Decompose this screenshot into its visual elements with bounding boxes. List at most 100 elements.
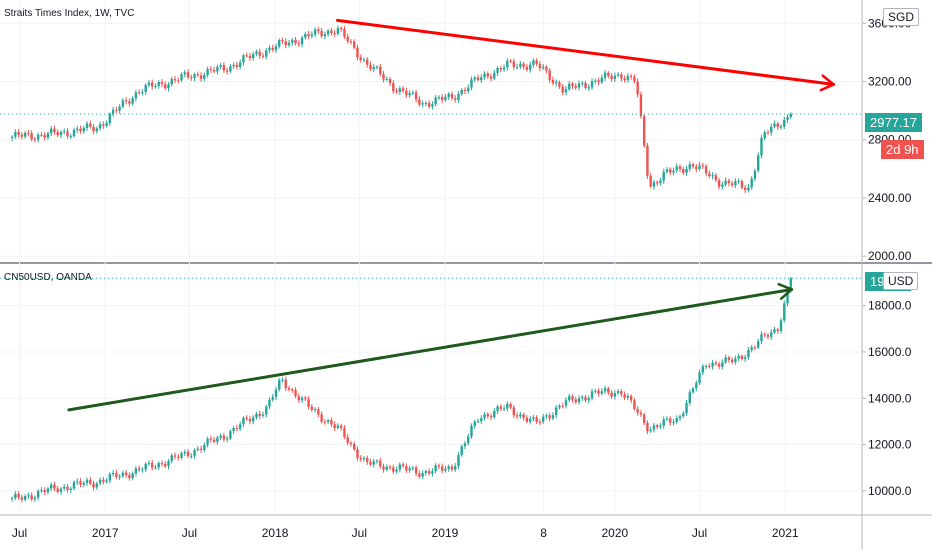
candle-body: [150, 462, 154, 468]
candle-body: [434, 465, 437, 472]
candle-body: [747, 349, 750, 358]
candle-body: [128, 101, 131, 104]
pane2-currency-badge[interactable]: USD: [883, 272, 919, 290]
candle-body: [154, 467, 157, 469]
candle-body: [434, 97, 437, 105]
candle-body: [304, 397, 307, 400]
candle-body: [92, 483, 95, 488]
candle-body: [704, 365, 708, 367]
candle-body: [766, 132, 770, 134]
candle-body: [209, 68, 213, 70]
candle-body: [398, 88, 402, 92]
candle-body: [27, 495, 30, 497]
candle-body: [238, 424, 242, 429]
candle-body: [274, 389, 278, 397]
candle-body: [401, 464, 405, 467]
candle-body: [538, 421, 542, 423]
candle-body: [274, 46, 278, 50]
candle-body: [167, 461, 170, 467]
candle-body: [629, 75, 633, 77]
candle-body: [255, 51, 258, 55]
candle-body: [372, 66, 375, 70]
candle-body: [574, 86, 577, 88]
candle-body: [356, 449, 359, 458]
candle-body: [493, 72, 496, 79]
candle-body: [770, 332, 773, 337]
candle-body: [740, 355, 744, 360]
candle-body: [128, 475, 131, 479]
candle-body: [682, 168, 685, 173]
candle-body: [724, 357, 727, 363]
candle-body: [636, 409, 639, 413]
candle-body: [76, 128, 79, 130]
candle-body: [27, 132, 30, 134]
candle-body: [431, 471, 434, 474]
candle-body: [414, 92, 418, 100]
candle-body: [281, 379, 284, 381]
candle-body: [271, 47, 274, 50]
candle-body: [284, 379, 287, 389]
candle-body: [76, 481, 79, 483]
candle-body: [783, 303, 786, 321]
candle-body: [53, 484, 56, 489]
candle-body: [408, 468, 411, 471]
candle-body: [23, 132, 27, 137]
candle-body: [499, 68, 503, 70]
candle-body: [711, 175, 714, 177]
candle-body: [98, 479, 102, 484]
candle-body: [597, 390, 600, 394]
candle-body: [427, 102, 431, 107]
candle-body: [786, 117, 789, 120]
candle-body: [730, 183, 734, 186]
candle-body: [186, 451, 190, 457]
candle-body: [581, 396, 584, 399]
candle-body: [212, 69, 216, 72]
candle-body: [170, 455, 173, 462]
candle-body: [652, 425, 656, 430]
candle-body: [587, 87, 590, 89]
candle-body: [698, 165, 701, 170]
candle-body: [502, 408, 506, 410]
candle-body: [499, 406, 503, 409]
candle-body: [721, 184, 724, 187]
candle-body: [737, 181, 740, 183]
candle-body: [190, 77, 193, 79]
pane1-legend: Straits Times Index, 1W, TVC: [4, 8, 135, 19]
candle-body: [519, 63, 522, 67]
candle-body: [209, 438, 213, 440]
candle-body: [532, 417, 535, 419]
candle-body: [40, 134, 43, 136]
candle-body: [411, 92, 415, 94]
pane1-currency-badge[interactable]: SGD: [883, 8, 920, 26]
candle-body: [95, 483, 99, 488]
candle-body: [36, 134, 40, 140]
candle-body: [157, 81, 160, 86]
candle-body: [584, 82, 587, 88]
candle-body: [242, 417, 245, 425]
trendline-arrowhead: [777, 282, 793, 300]
candle-body: [89, 123, 92, 127]
candle-body: [317, 409, 320, 415]
candle-body: [470, 425, 473, 437]
price-scale-label: 3200.00: [868, 75, 912, 89]
candle-body: [711, 362, 714, 367]
candle-body: [714, 362, 718, 364]
candle-body: [678, 166, 682, 169]
candle-body: [238, 62, 242, 67]
candle-body: [584, 396, 587, 401]
candle-body: [476, 77, 480, 81]
candle-body: [701, 366, 705, 373]
candle-body: [144, 85, 147, 92]
candle-body: [747, 187, 750, 191]
candle-body: [379, 66, 382, 75]
candle-body: [695, 383, 698, 389]
candle-body: [734, 358, 737, 363]
candle-body: [49, 484, 53, 489]
candle-body: [281, 40, 284, 42]
candle-body: [493, 410, 496, 418]
candle-body: [310, 34, 314, 37]
candle-body: [515, 415, 519, 417]
candle-body: [258, 413, 261, 416]
candle-body: [408, 93, 411, 96]
